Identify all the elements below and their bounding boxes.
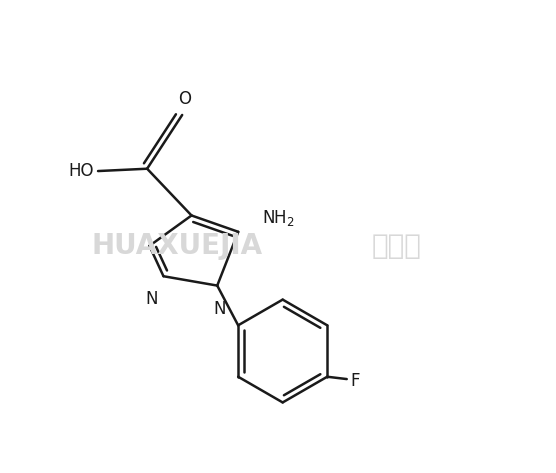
Text: HUAXUEJIA: HUAXUEJIA xyxy=(91,232,262,260)
Text: 化学加: 化学加 xyxy=(371,232,421,260)
Text: HO: HO xyxy=(69,162,95,180)
Text: F: F xyxy=(350,372,360,390)
Text: NH$_2$: NH$_2$ xyxy=(262,208,294,228)
Text: O: O xyxy=(178,90,191,108)
Text: N: N xyxy=(146,290,158,308)
Text: N: N xyxy=(214,299,226,317)
